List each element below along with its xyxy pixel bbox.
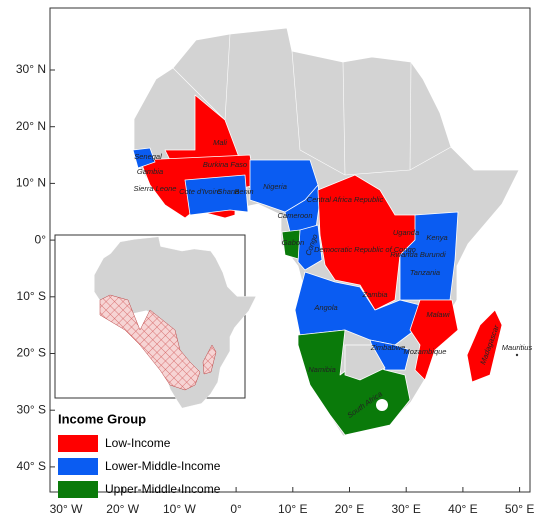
region-madagascar (466, 309, 503, 383)
legend-label: Lower-Middle-Income (105, 459, 221, 473)
lat-label: 0° (35, 232, 47, 246)
lon-label: 30° E (391, 502, 420, 516)
country-label: Ghana (217, 187, 240, 196)
country-label: Cote d'Ivoire (179, 187, 221, 196)
legend-label: Upper-Middle-Income (105, 482, 221, 496)
borders (172, 33, 452, 176)
region-central (317, 174, 421, 311)
lat-label: 30° N (16, 62, 46, 76)
legend: Income Group Low-Income Lower-Middle-Inco… (58, 411, 221, 498)
region-senegal (132, 147, 156, 169)
region-mozambique (409, 299, 459, 381)
country-label: Kenya (426, 233, 447, 242)
legend-swatch (58, 458, 98, 475)
country-label: Rwanda Burundi (390, 250, 446, 259)
lat-label: 20° S (17, 346, 46, 360)
country-label: Mauritius (502, 343, 533, 352)
lat-label: 10° N (16, 176, 46, 190)
country-label: Uganda (393, 228, 419, 237)
legend-label: Low-Income (105, 436, 171, 450)
lat-label: 10° S (17, 289, 46, 303)
lat-label: 40° S (17, 459, 46, 473)
lon-label: 20° E (335, 502, 364, 516)
country-label: Tanzania (410, 268, 440, 277)
country-label: Benin (234, 187, 253, 196)
country-label: Gabon (282, 238, 305, 247)
region-lesotho (376, 399, 388, 411)
legend-title: Income Group (58, 411, 146, 426)
lon-label: 10° E (278, 502, 307, 516)
country-label: Nigeria (263, 182, 287, 191)
legend-swatch (58, 481, 98, 498)
lon-label: 0° (230, 502, 242, 516)
axis-ticks (50, 69, 521, 492)
country-label: Zimbabwe (370, 343, 406, 352)
country-label: Mali (213, 138, 227, 147)
lon-label: 40° E (448, 502, 477, 516)
country-label: Angola (313, 303, 337, 312)
country-label: Burkina Faso (203, 160, 247, 169)
lat-label: 30° S (17, 402, 46, 416)
mauritius-dot (515, 353, 519, 357)
inset (54, 234, 257, 409)
country-label: Gambia (137, 167, 163, 176)
region-congo (297, 224, 323, 271)
lon-label: 20° W (106, 502, 139, 516)
map-body (132, 27, 520, 437)
region-ivory-ghana (184, 174, 249, 216)
country-label: Mozambique (404, 347, 447, 356)
legend-swatch (58, 435, 98, 452)
country-label: Senegal (134, 152, 162, 161)
country-label: Central Africa Republic (307, 195, 384, 204)
country-label: Cameroon (277, 211, 312, 220)
lat-label: 20° N (16, 119, 46, 133)
lon-label: 10° W (163, 502, 196, 516)
lon-label: 30° W (50, 502, 83, 516)
country-label: Sierra Leone (134, 184, 177, 193)
lon-label: 50° E (505, 502, 534, 516)
country-label: Namibia (308, 365, 336, 374)
region-botswana (344, 344, 386, 381)
country-label: Zambia (361, 290, 387, 299)
country-label: Malawi (426, 310, 450, 319)
country-label: Democratic Republic of Congo (314, 245, 416, 254)
